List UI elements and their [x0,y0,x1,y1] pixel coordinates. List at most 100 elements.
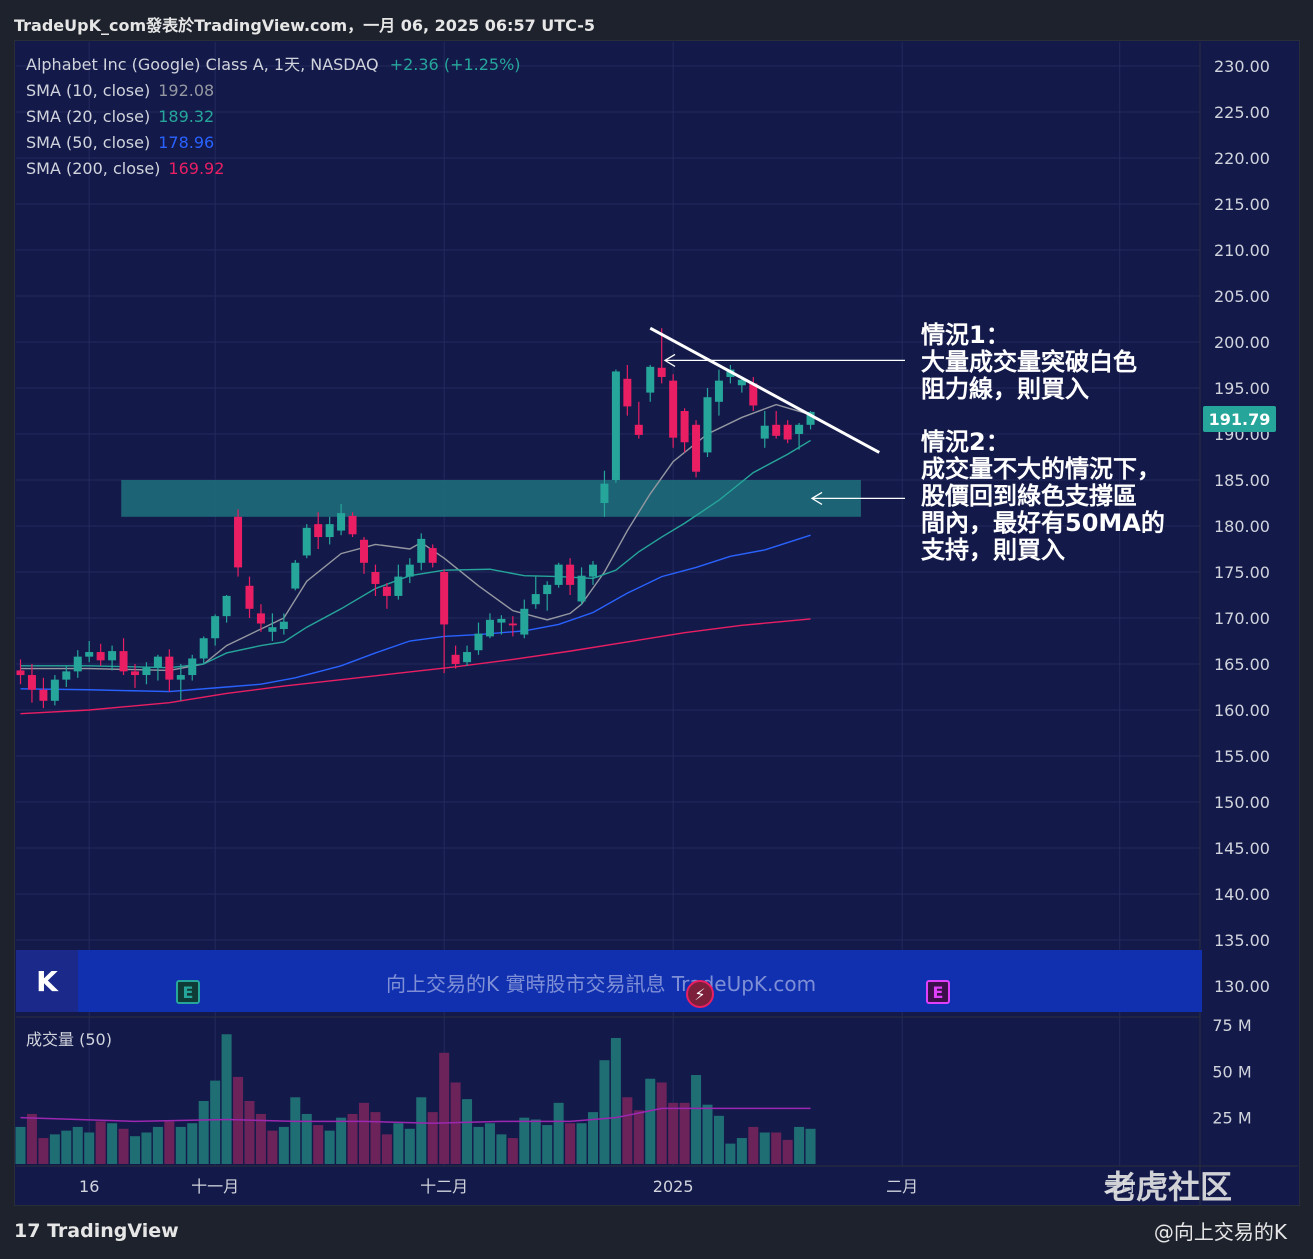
candle-body [497,618,506,623]
sma-line [20,403,811,672]
volume-bar [347,1113,358,1164]
candle-body [451,654,460,664]
price-tick-label: 145.00 [1214,839,1270,858]
sma-20-value: 189.32 [158,107,215,126]
k-logo: K [16,950,78,1012]
candle-body [382,586,391,596]
candle [520,599,529,639]
candle [176,664,185,701]
volume-bar [198,1100,209,1164]
candle [16,659,25,685]
time-tick-label: 16 [79,1177,99,1196]
volume-bar [427,1112,438,1164]
volume-bar [771,1132,782,1164]
volume-tick-label: 25 M [1212,1109,1251,1128]
last-price-tag: 191.79 [1203,406,1276,432]
volume-bar [278,1126,289,1164]
candle-body [360,539,368,563]
candle-body [337,513,346,531]
price-tick-label: 160.00 [1214,701,1270,720]
candle-body [394,576,403,596]
volume-bar [553,1102,564,1164]
candle [108,645,117,671]
candle [85,641,94,663]
earnings-icon[interactable]: E [176,980,200,1004]
candle [245,576,254,618]
price-tick-label: 135.00 [1214,931,1270,950]
candle [268,613,277,641]
legend-sma-50: SMA (50, close) 178.96 [26,130,521,156]
price-tick-label: 185.00 [1214,471,1270,490]
price-tick-label: 225.00 [1214,103,1270,122]
banner-text: 向上交易的K 實時股市交易訊息 TradeUpK.com [386,972,817,996]
price-tick-label: 195.00 [1214,379,1270,398]
price-change: +2.36 (+1.25%) [389,55,521,74]
volume-ma-line [20,1107,811,1124]
price-tick-label: 180.00 [1214,517,1270,536]
volume-bar [15,1126,26,1164]
volume-bar [244,1100,255,1164]
time-tick-label: 2025 [653,1177,694,1196]
candle [657,328,666,384]
candle [417,533,426,571]
candle-body [108,651,117,661]
volume-bar [633,1110,644,1164]
volume-bar [473,1126,484,1164]
earnings-upcoming-icon[interactable]: E [926,980,950,1004]
candle [474,622,483,655]
candle [508,616,517,637]
candle-body [806,411,815,425]
candle-body [27,675,36,690]
sma-10-value: 192.08 [158,81,215,100]
price-axis: 230.00 225.00 220.00 215.00 210.00 205.00 200.… [1214,57,1270,996]
price-tick-label: 165.00 [1214,655,1270,674]
volume-bar [599,1060,610,1164]
candle-body [692,424,701,472]
volume-tick-label: 50 M [1212,1062,1251,1081]
price-tick-label: 200.00 [1214,333,1270,352]
support-zone [121,480,861,517]
candle [680,408,689,453]
candle-body [176,675,185,680]
candle-body [268,627,277,632]
candle-body [16,670,25,676]
candle [772,411,781,439]
candle-body [589,564,597,577]
volume-bar [255,1113,266,1164]
volume-tick-label: 75 M [1212,1016,1251,1035]
candle [543,581,552,611]
candle-body [302,527,311,556]
price-tick-label: 130.00 [1214,977,1270,996]
candle [348,512,357,538]
candle [440,569,449,674]
promo-banner[interactable]: K 向上交易的K 實時股市交易訊息 TradeUpK.com E E ⚡ [16,950,1202,1012]
candle [531,576,540,609]
candle [165,649,174,692]
candle-body [222,595,231,617]
sma-200-label: SMA (200, close) [26,159,161,178]
sma-200-value: 169.92 [168,159,225,178]
price-tick-label: 175.00 [1214,563,1270,582]
candle-body [142,667,151,676]
sma-line [20,534,811,693]
tradingview-logo[interactable]: 𝟭𝟳 TradingView [14,1220,179,1242]
volume-bar [175,1126,186,1164]
volume-bar [290,1097,301,1164]
candle [577,567,586,606]
candle-body [279,621,288,630]
candle [611,369,620,483]
price-tick-label: 150.00 [1214,793,1270,812]
candle-body [440,572,449,625]
volume-bar [164,1121,175,1164]
volume-bar [645,1078,656,1164]
volume-bar [221,1034,232,1164]
candle [714,369,723,416]
candle-body [291,562,300,589]
volume-bars [15,1034,816,1164]
candle-body [772,424,781,436]
candle-body [680,411,689,443]
lightning-icon[interactable]: ⚡ [686,980,714,1008]
volume-bar [507,1138,518,1164]
candle-body [39,689,48,701]
